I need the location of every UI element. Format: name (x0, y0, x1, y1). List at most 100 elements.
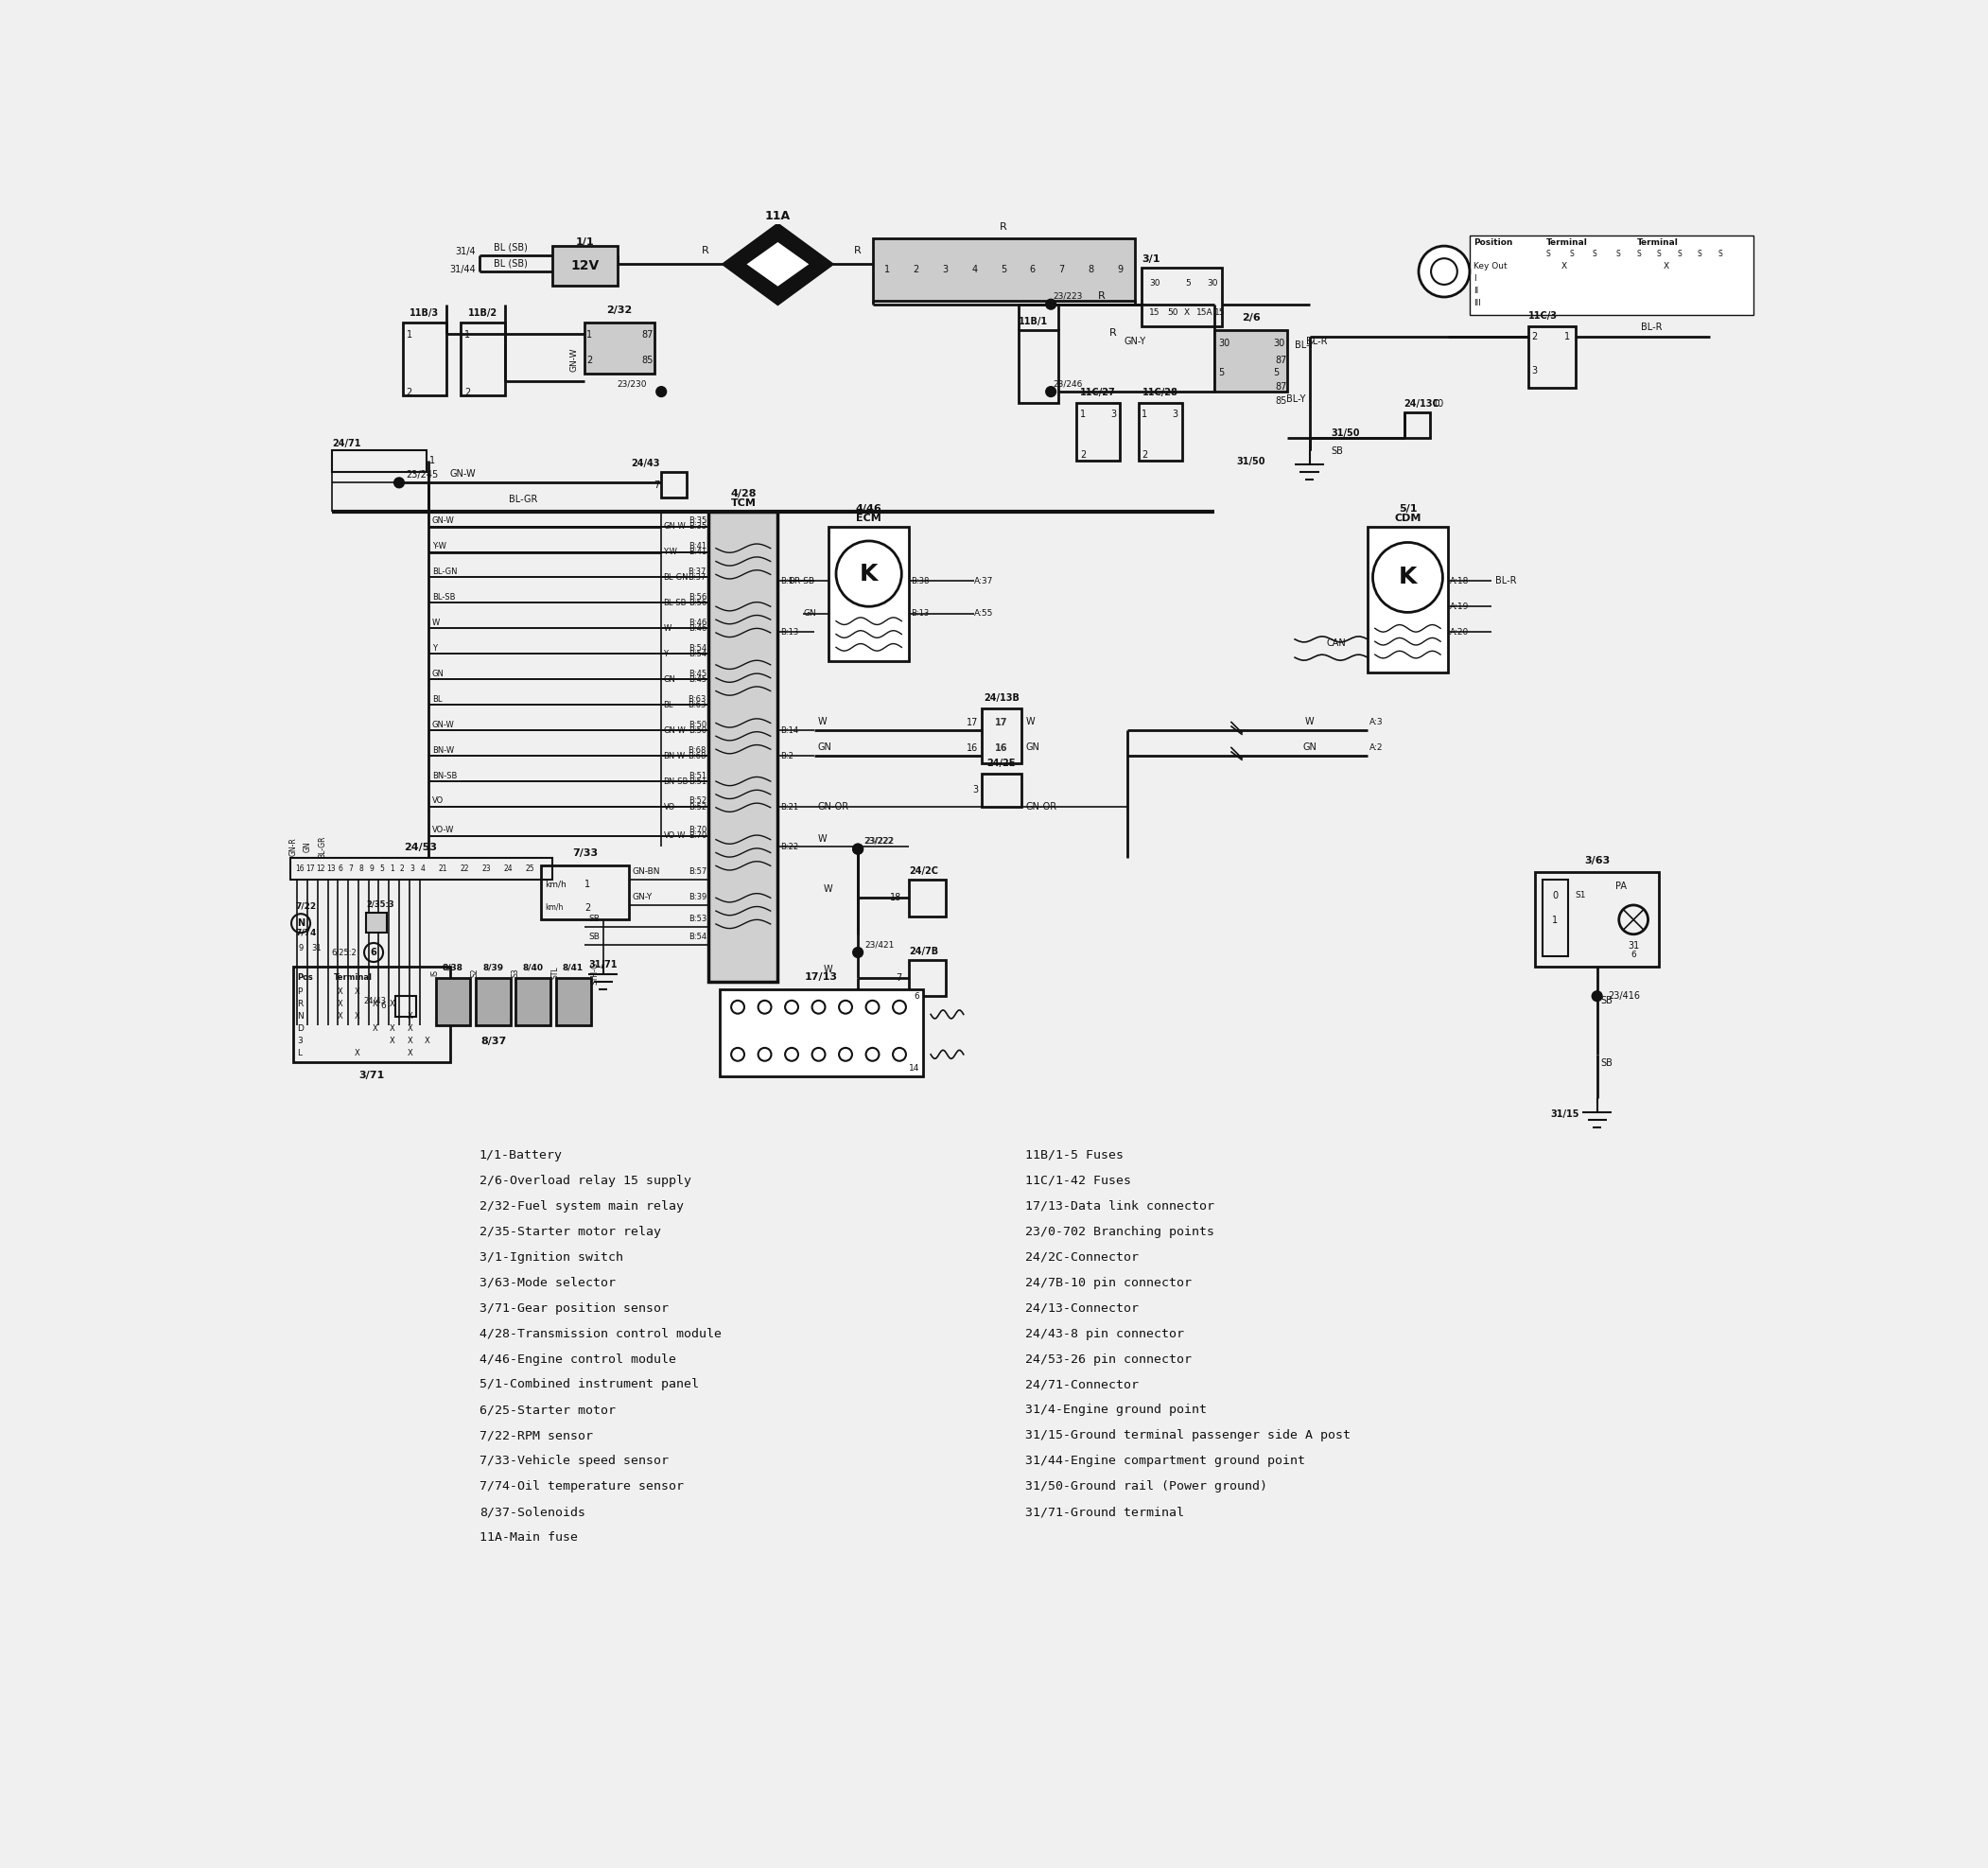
Text: 24/13C: 24/13C (1404, 400, 1439, 409)
Text: BN-W: BN-W (431, 745, 453, 755)
Text: B:35: B:35 (688, 523, 706, 531)
Text: 6/25:2: 6/25:2 (332, 949, 358, 956)
Bar (290, 857, 553, 880)
Text: B:41: B:41 (688, 547, 706, 557)
Text: 5: 5 (1185, 278, 1191, 288)
Text: X: X (390, 999, 396, 1009)
Text: Y: Y (431, 644, 437, 652)
Text: S: S (1678, 250, 1682, 258)
Text: A:2: A:2 (1370, 743, 1384, 753)
Text: SB: SB (588, 932, 600, 941)
Text: X: X (372, 1024, 378, 1033)
Text: BL-GN: BL-GN (431, 568, 457, 575)
Text: GN-W: GN-W (431, 721, 455, 729)
Text: 31/71-Ground terminal: 31/71-Ground terminal (1026, 1506, 1185, 1519)
Bar (909, 880, 946, 915)
Text: 3: 3 (410, 865, 415, 872)
Text: PA: PA (1616, 882, 1626, 891)
Bar (873, 239, 1135, 301)
Text: 23/222: 23/222 (865, 837, 895, 846)
Text: 31/44: 31/44 (449, 265, 475, 275)
Text: 85: 85 (1274, 396, 1286, 405)
Text: B:70: B:70 (688, 826, 706, 835)
Text: S: S (1656, 250, 1662, 258)
Text: R: R (1097, 291, 1105, 301)
Text: 7/74: 7/74 (294, 928, 316, 936)
Text: N: N (296, 1012, 304, 1020)
Text: 15: 15 (1149, 308, 1161, 316)
Text: B:21: B:21 (779, 803, 797, 811)
Text: 8/40: 8/40 (523, 964, 543, 971)
Text: 3: 3 (1531, 366, 1537, 375)
Text: S: S (1547, 250, 1551, 258)
Text: 4/46: 4/46 (855, 504, 883, 514)
Text: 24/7B-10 pin connector: 24/7B-10 pin connector (1026, 1276, 1193, 1289)
Text: B:57: B:57 (688, 867, 706, 876)
Text: 31: 31 (312, 943, 322, 953)
Text: 30: 30 (1207, 278, 1219, 288)
Text: 31/15: 31/15 (1551, 1110, 1578, 1119)
Text: 4/28: 4/28 (730, 489, 755, 499)
Text: B:39: B:39 (688, 893, 706, 902)
Bar (1404, 413, 1429, 437)
Text: 11B/3: 11B/3 (410, 308, 439, 318)
Text: 31/44-Engine compartment ground point: 31/44-Engine compartment ground point (1026, 1455, 1306, 1466)
Text: 87: 87 (1274, 383, 1286, 392)
Text: 0: 0 (1553, 891, 1559, 900)
Bar (294, 968, 449, 1061)
Bar (1076, 403, 1119, 461)
Text: 7: 7 (348, 865, 354, 872)
Bar (662, 473, 686, 497)
Text: 2: 2 (912, 265, 918, 275)
Bar (1469, 235, 1753, 316)
Text: B:37: B:37 (688, 573, 706, 581)
Bar (982, 773, 1022, 807)
Text: 16: 16 (296, 865, 304, 872)
Text: 3/63-Mode selector: 3/63-Mode selector (479, 1276, 616, 1289)
Text: VO: VO (664, 803, 676, 811)
Text: GN-W: GN-W (571, 347, 579, 372)
Text: 23/223: 23/223 (1054, 291, 1083, 301)
Text: 5: 5 (1272, 368, 1278, 377)
Text: 6: 6 (380, 1001, 386, 1011)
Text: B:35: B:35 (688, 516, 706, 525)
Text: B:56: B:56 (688, 592, 706, 601)
Bar (404, 323, 447, 396)
Text: 1: 1 (429, 456, 435, 465)
Text: D: D (296, 1024, 304, 1033)
Text: K: K (1400, 566, 1417, 588)
Text: A:3: A:3 (1370, 717, 1384, 727)
Circle shape (1419, 247, 1469, 297)
Text: BN-W: BN-W (664, 751, 686, 760)
Text: 2: 2 (584, 902, 590, 912)
Text: BL: BL (664, 700, 674, 710)
Text: A:20: A:20 (1449, 628, 1469, 637)
Circle shape (1374, 542, 1443, 613)
Text: 2: 2 (406, 389, 412, 398)
Text: S: S (1569, 250, 1574, 258)
Text: 3/71-Gear position sensor: 3/71-Gear position sensor (479, 1302, 668, 1315)
Text: B:52: B:52 (688, 798, 706, 805)
Text: X: X (1185, 308, 1191, 316)
Text: Terminal: Terminal (1638, 239, 1678, 247)
Text: 7/74-Oil temperature sensor: 7/74-Oil temperature sensor (479, 1481, 684, 1493)
Text: IS: IS (431, 969, 439, 977)
Text: 1/1: 1/1 (577, 237, 594, 247)
Text: X: X (354, 1012, 360, 1020)
Text: 25: 25 (525, 865, 535, 872)
Text: 3: 3 (1173, 409, 1179, 418)
Text: 11C/27: 11C/27 (1079, 389, 1115, 398)
Text: GN-W: GN-W (664, 523, 686, 531)
Text: 3: 3 (1111, 409, 1117, 418)
Text: 6: 6 (338, 865, 344, 872)
Text: 2/32-Fuel system main relay: 2/32-Fuel system main relay (479, 1199, 684, 1212)
Text: L: L (296, 1050, 302, 1057)
Text: Y-W: Y-W (431, 542, 445, 551)
Text: B:22: B:22 (779, 842, 797, 852)
Polygon shape (746, 241, 811, 288)
Text: S: S (1698, 250, 1702, 258)
Text: 6: 6 (914, 992, 920, 1001)
Text: SB: SB (1600, 996, 1612, 1005)
Bar (1543, 880, 1569, 956)
Text: 5/1-Combined instrument panel: 5/1-Combined instrument panel (479, 1379, 698, 1392)
